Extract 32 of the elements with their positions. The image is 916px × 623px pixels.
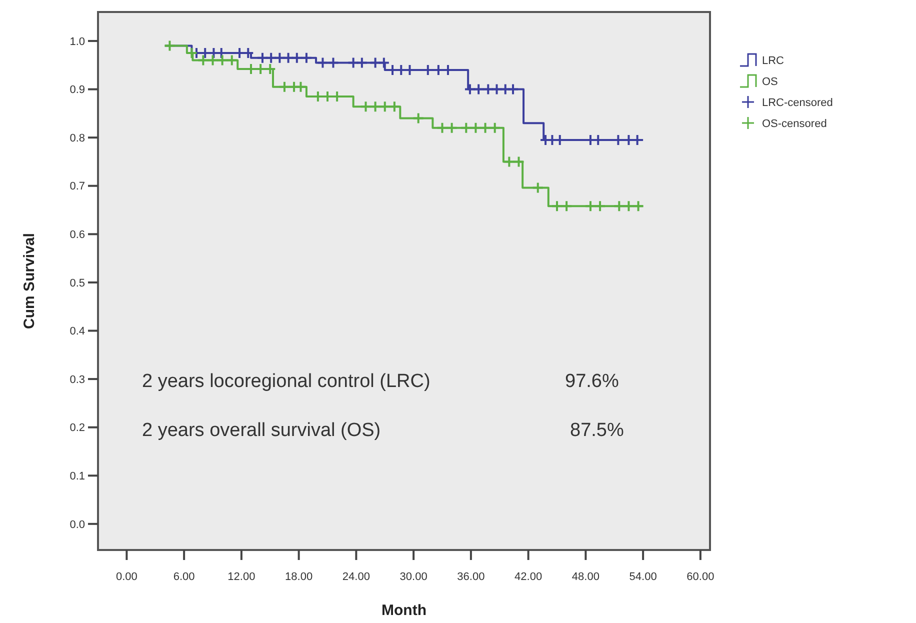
x-tick-label: 18.00: [285, 571, 313, 583]
y-tick-label: 0.9: [70, 84, 85, 96]
y-axis-title: Cum Survival: [21, 233, 38, 329]
y-tick-label: 0.1: [70, 470, 85, 482]
x-tick-label: 60.00: [686, 571, 714, 583]
x-tick-label: 24.00: [342, 571, 370, 583]
y-tick-label: 0.6: [70, 229, 85, 242]
x-tick-label: 12.00: [228, 571, 256, 583]
x-tick-label: 42.00: [514, 571, 542, 583]
annotation: 2 years locoregional control (LRC): [142, 371, 430, 392]
y-tick-label: 0.7: [70, 180, 85, 193]
annotation: 2 years overall survival (OS): [142, 420, 381, 441]
x-tick-label: 0.00: [116, 571, 138, 583]
y-tick-label: 0.0: [70, 518, 85, 531]
x-tick-label: 30.00: [400, 571, 428, 583]
x-tick-label: 6.00: [173, 571, 195, 583]
legend-label: OS-censored: [762, 118, 827, 130]
x-axis-title: Month: [382, 602, 426, 619]
legend-label: OS: [762, 76, 778, 88]
y-tick-label: 1.0: [70, 36, 85, 48]
y-tick-label: 0.8: [70, 132, 85, 144]
legend-label: LRC-censored: [762, 96, 833, 109]
y-tick-label: 0.5: [70, 277, 85, 290]
annotation: 87.5%: [570, 420, 624, 441]
x-tick-label: 36.00: [457, 571, 485, 583]
y-tick-label: 0.3: [70, 374, 85, 386]
y-tick-label: 0.4: [70, 326, 85, 338]
legend-label: LRC: [762, 54, 784, 67]
y-tick-label: 0.2: [70, 422, 85, 434]
annotation: 97.6%: [565, 371, 619, 392]
x-tick-label: 54.00: [629, 571, 657, 583]
x-tick-label: 48.00: [572, 571, 600, 583]
